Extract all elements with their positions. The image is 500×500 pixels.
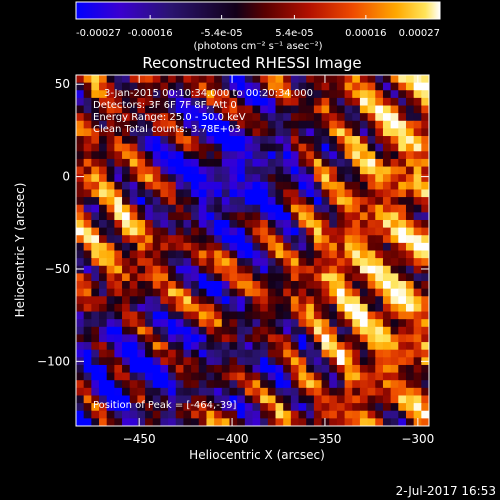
- energy-range-label: Energy Range: 25.0 - 50.0 keV: [93, 112, 246, 123]
- y-axis-label: Heliocentric Y (arcsec): [13, 183, 27, 318]
- y-tick-label: −50: [45, 262, 70, 276]
- colorbar: -0.00027 -0.00016 -5.4e-05 5.4e-05 0.00016 0.…: [75, 1, 441, 52]
- colorbar-ticks: -0.00027 -0.00016 -5.4e-05 5.4e-05 0.00016 0.…: [75, 15, 441, 39]
- colorbar-tick-label: -5.4e-05: [201, 28, 243, 39]
- x-tick-label: −300: [401, 432, 434, 446]
- plot-title: Reconstructed RHESSI Image: [142, 54, 361, 72]
- colorbar-tick-label: 5.4e-05: [275, 28, 313, 39]
- colorbar-tick-label: -0.00016: [128, 28, 173, 39]
- x-tick-label: −400: [216, 432, 249, 446]
- y-tick-label: 50: [55, 77, 70, 91]
- colorbar-unit-label: (photons cm⁻² s⁻¹ asec⁻²): [193, 41, 322, 52]
- detectors-label: Detectors: 3F 6F 7F 8F, Att 0: [93, 100, 237, 111]
- footer-timestamp: 2-Jul-2017 16:53: [396, 484, 496, 498]
- peak-position-label: Position of Peak = [-464,-39]: [93, 400, 237, 411]
- x-axis-label: Heliocentric X (arcsec): [189, 448, 325, 462]
- y-tick-label: 0: [62, 170, 70, 184]
- colorbar-tick-label: -0.00027: [76, 28, 121, 39]
- image-heatmap: [76, 75, 429, 426]
- clean-counts-label: Clean Total counts: 3.78E+03: [93, 124, 241, 135]
- axis-ticks: −450 −400 −350 −300 50 0 −50 −100: [37, 75, 434, 446]
- colorbar-tick-label: 0.00027: [399, 28, 440, 39]
- plot-frame: [75, 74, 430, 427]
- annotation-block: 3-Jan-2015 00:10:34.000 to 00:20:34.000 …: [93, 88, 313, 411]
- image-panel: −450 −400 −350 −300 50 0 −50 −100: [37, 74, 434, 446]
- x-tick-label: −350: [308, 432, 341, 446]
- colorbar-tick-label: 0.00016: [345, 28, 386, 39]
- x-tick-label: −450: [123, 432, 156, 446]
- time-range-label: 3-Jan-2015 00:10:34.000 to 00:20:34.000: [104, 88, 313, 99]
- y-tick-label: −100: [37, 354, 70, 368]
- colorbar-gradient: [75, 1, 441, 20]
